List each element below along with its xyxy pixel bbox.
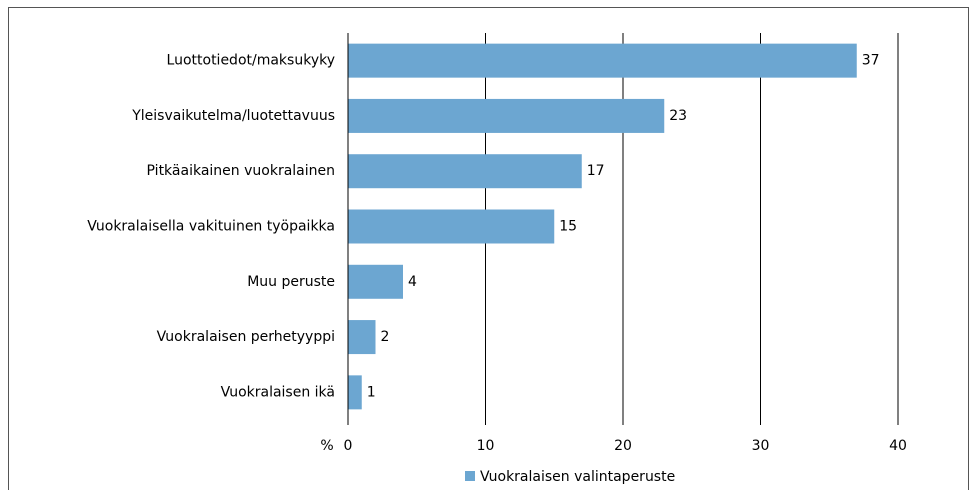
x-tick-label: 30 <box>752 438 770 454</box>
y-tick-label: Luottotiedot/maksukyky <box>167 53 335 69</box>
bar <box>348 43 857 78</box>
data-label: 23 <box>669 108 687 124</box>
x-tick-label: 20 <box>614 438 632 454</box>
legend-label: Vuokralaisen valintaperuste <box>480 469 675 485</box>
x-tick-label: 0 <box>344 438 353 454</box>
y-tick-label: Vuokralaisen perhetyyppi <box>157 329 335 345</box>
data-label: 2 <box>381 329 390 345</box>
x-tick-label: 40 <box>889 438 907 454</box>
bar <box>348 154 582 189</box>
legend-swatch <box>465 471 475 481</box>
y-tick-label: Muu peruste <box>247 274 335 290</box>
x-axis-label: % <box>320 438 333 454</box>
data-label: 4 <box>408 274 417 290</box>
bar <box>348 375 362 410</box>
bar <box>348 264 403 299</box>
y-tick-label: Vuokralaisen ikä <box>221 384 335 400</box>
data-label: 15 <box>559 219 577 235</box>
bar <box>348 320 376 355</box>
data-label: 17 <box>587 163 605 179</box>
y-tick-label: Yleisvaikutelma/luotettavuus <box>131 108 335 124</box>
bar <box>348 209 555 244</box>
bar <box>348 98 665 133</box>
x-tick-label: 10 <box>477 438 495 454</box>
y-tick-label: Pitkäaikainen vuokralainen <box>147 163 335 179</box>
data-label: 37 <box>862 53 880 69</box>
frame <box>8 7 969 490</box>
y-tick-label: Vuokralaisella vakituinen työpaikka <box>87 219 335 235</box>
data-label: 1 <box>367 384 376 400</box>
